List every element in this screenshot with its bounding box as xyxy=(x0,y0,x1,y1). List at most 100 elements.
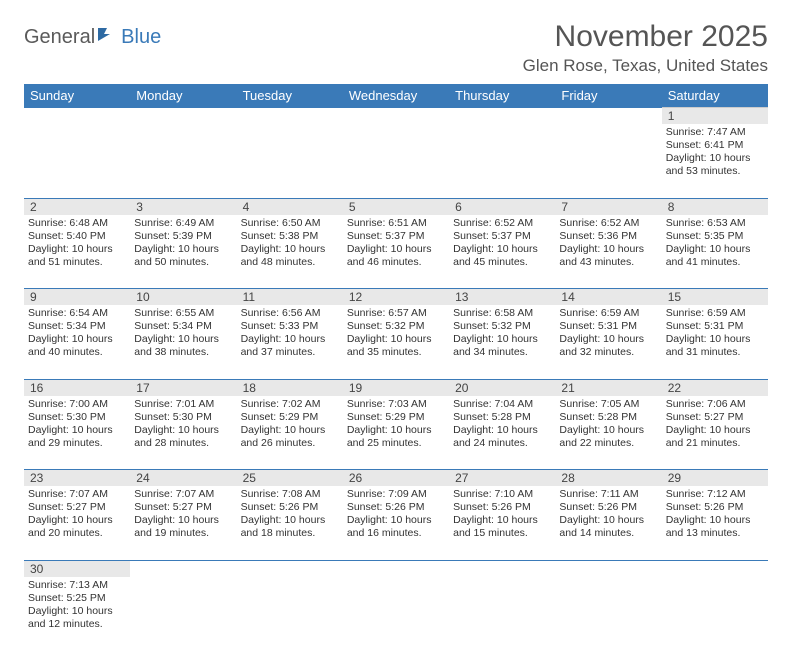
day-cell: Sunrise: 7:11 AMSunset: 5:26 PMDaylight:… xyxy=(555,486,661,560)
sunrise-text: Sunrise: 6:52 AM xyxy=(453,217,551,230)
sunset-text: Sunset: 5:31 PM xyxy=(666,320,764,333)
day-number: 4 xyxy=(237,198,343,215)
day-cell: Sunrise: 7:13 AMSunset: 5:25 PMDaylight:… xyxy=(24,577,130,651)
calendar-body: 1Sunrise: 7:47 AMSunset: 6:41 PMDaylight… xyxy=(24,108,768,651)
day-cell: Sunrise: 7:00 AMSunset: 5:30 PMDaylight:… xyxy=(24,396,130,470)
day-info: Sunrise: 6:50 AMSunset: 5:38 PMDaylight:… xyxy=(241,217,339,270)
sunrise-text: Sunrise: 7:11 AM xyxy=(559,488,657,501)
daylight-text: Daylight: 10 hours and 12 minutes. xyxy=(28,605,126,631)
day-cell xyxy=(343,577,449,651)
daylight-text: Daylight: 10 hours and 46 minutes. xyxy=(347,243,445,269)
sunrise-text: Sunrise: 6:56 AM xyxy=(241,307,339,320)
sunrise-text: Sunrise: 6:52 AM xyxy=(559,217,657,230)
sunrise-text: Sunrise: 6:54 AM xyxy=(28,307,126,320)
day-info: Sunrise: 6:53 AMSunset: 5:35 PMDaylight:… xyxy=(666,217,764,270)
daylight-text: Daylight: 10 hours and 41 minutes. xyxy=(666,243,764,269)
weekday-header: Saturday xyxy=(662,84,768,108)
day-number xyxy=(343,560,449,577)
day-number: 18 xyxy=(237,379,343,396)
daylight-text: Daylight: 10 hours and 48 minutes. xyxy=(241,243,339,269)
day-cell: Sunrise: 7:09 AMSunset: 5:26 PMDaylight:… xyxy=(343,486,449,560)
daylight-text: Daylight: 10 hours and 43 minutes. xyxy=(559,243,657,269)
sunset-text: Sunset: 6:41 PM xyxy=(666,139,764,152)
day-cell: Sunrise: 7:07 AMSunset: 5:27 PMDaylight:… xyxy=(130,486,236,560)
sunset-text: Sunset: 5:35 PM xyxy=(666,230,764,243)
sunrise-text: Sunrise: 7:08 AM xyxy=(241,488,339,501)
sunrise-text: Sunrise: 6:48 AM xyxy=(28,217,126,230)
day-number: 10 xyxy=(130,289,236,306)
week-row: Sunrise: 6:54 AMSunset: 5:34 PMDaylight:… xyxy=(24,305,768,379)
daylight-text: Daylight: 10 hours and 37 minutes. xyxy=(241,333,339,359)
sunrise-text: Sunrise: 6:59 AM xyxy=(559,307,657,320)
day-cell xyxy=(130,124,236,198)
day-cell xyxy=(130,577,236,651)
sunrise-text: Sunrise: 6:49 AM xyxy=(134,217,232,230)
header: General Blue November 2025 Glen Rose, Te… xyxy=(24,20,768,76)
daylight-text: Daylight: 10 hours and 38 minutes. xyxy=(134,333,232,359)
sunrise-text: Sunrise: 6:50 AM xyxy=(241,217,339,230)
sunset-text: Sunset: 5:34 PM xyxy=(134,320,232,333)
day-cell: Sunrise: 7:04 AMSunset: 5:28 PMDaylight:… xyxy=(449,396,555,470)
day-info: Sunrise: 6:51 AMSunset: 5:37 PMDaylight:… xyxy=(347,217,445,270)
day-cell: Sunrise: 6:50 AMSunset: 5:38 PMDaylight:… xyxy=(237,215,343,289)
day-number: 15 xyxy=(662,289,768,306)
sunrise-text: Sunrise: 7:10 AM xyxy=(453,488,551,501)
day-number xyxy=(24,108,130,125)
day-info: Sunrise: 6:55 AMSunset: 5:34 PMDaylight:… xyxy=(134,307,232,360)
day-cell: Sunrise: 6:57 AMSunset: 5:32 PMDaylight:… xyxy=(343,305,449,379)
daylight-text: Daylight: 10 hours and 13 minutes. xyxy=(666,514,764,540)
day-info: Sunrise: 7:00 AMSunset: 5:30 PMDaylight:… xyxy=(28,398,126,451)
day-number: 30 xyxy=(24,560,130,577)
sunset-text: Sunset: 5:30 PM xyxy=(134,411,232,424)
daylight-text: Daylight: 10 hours and 24 minutes. xyxy=(453,424,551,450)
sunset-text: Sunset: 5:31 PM xyxy=(559,320,657,333)
sunset-text: Sunset: 5:39 PM xyxy=(134,230,232,243)
daylight-text: Daylight: 10 hours and 16 minutes. xyxy=(347,514,445,540)
sunset-text: Sunset: 5:29 PM xyxy=(347,411,445,424)
day-info: Sunrise: 7:03 AMSunset: 5:29 PMDaylight:… xyxy=(347,398,445,451)
sunset-text: Sunset: 5:26 PM xyxy=(666,501,764,514)
day-cell xyxy=(237,577,343,651)
daynum-row: 1 xyxy=(24,108,768,125)
day-number: 29 xyxy=(662,470,768,487)
sunset-text: Sunset: 5:36 PM xyxy=(559,230,657,243)
day-number: 16 xyxy=(24,379,130,396)
sunrise-text: Sunrise: 7:06 AM xyxy=(666,398,764,411)
day-cell: Sunrise: 7:08 AMSunset: 5:26 PMDaylight:… xyxy=(237,486,343,560)
title-block: November 2025 Glen Rose, Texas, United S… xyxy=(523,20,768,76)
sunset-text: Sunset: 5:40 PM xyxy=(28,230,126,243)
day-info: Sunrise: 7:05 AMSunset: 5:28 PMDaylight:… xyxy=(559,398,657,451)
day-info: Sunrise: 7:04 AMSunset: 5:28 PMDaylight:… xyxy=(453,398,551,451)
sunrise-text: Sunrise: 6:51 AM xyxy=(347,217,445,230)
day-cell xyxy=(237,124,343,198)
sunset-text: Sunset: 5:26 PM xyxy=(347,501,445,514)
sunrise-text: Sunrise: 7:02 AM xyxy=(241,398,339,411)
daylight-text: Daylight: 10 hours and 21 minutes. xyxy=(666,424,764,450)
weekday-header-row: Sunday Monday Tuesday Wednesday Thursday… xyxy=(24,84,768,108)
sunset-text: Sunset: 5:34 PM xyxy=(28,320,126,333)
weekday-header: Thursday xyxy=(449,84,555,108)
day-cell: Sunrise: 7:03 AMSunset: 5:29 PMDaylight:… xyxy=(343,396,449,470)
sunrise-text: Sunrise: 6:55 AM xyxy=(134,307,232,320)
sunset-text: Sunset: 5:32 PM xyxy=(347,320,445,333)
sunrise-text: Sunrise: 7:04 AM xyxy=(453,398,551,411)
sunrise-text: Sunrise: 6:59 AM xyxy=(666,307,764,320)
day-info: Sunrise: 6:57 AMSunset: 5:32 PMDaylight:… xyxy=(347,307,445,360)
day-info: Sunrise: 7:08 AMSunset: 5:26 PMDaylight:… xyxy=(241,488,339,541)
day-number: 17 xyxy=(130,379,236,396)
day-info: Sunrise: 6:49 AMSunset: 5:39 PMDaylight:… xyxy=(134,217,232,270)
day-cell: Sunrise: 6:52 AMSunset: 5:36 PMDaylight:… xyxy=(555,215,661,289)
sunrise-text: Sunrise: 7:12 AM xyxy=(666,488,764,501)
day-cell: Sunrise: 6:48 AMSunset: 5:40 PMDaylight:… xyxy=(24,215,130,289)
day-number: 14 xyxy=(555,289,661,306)
sunset-text: Sunset: 5:27 PM xyxy=(134,501,232,514)
day-number: 27 xyxy=(449,470,555,487)
day-number xyxy=(449,108,555,125)
day-number xyxy=(237,560,343,577)
day-info: Sunrise: 6:52 AMSunset: 5:37 PMDaylight:… xyxy=(453,217,551,270)
day-number: 25 xyxy=(237,470,343,487)
daylight-text: Daylight: 10 hours and 34 minutes. xyxy=(453,333,551,359)
day-info: Sunrise: 6:52 AMSunset: 5:36 PMDaylight:… xyxy=(559,217,657,270)
day-number xyxy=(130,108,236,125)
daylight-text: Daylight: 10 hours and 26 minutes. xyxy=(241,424,339,450)
